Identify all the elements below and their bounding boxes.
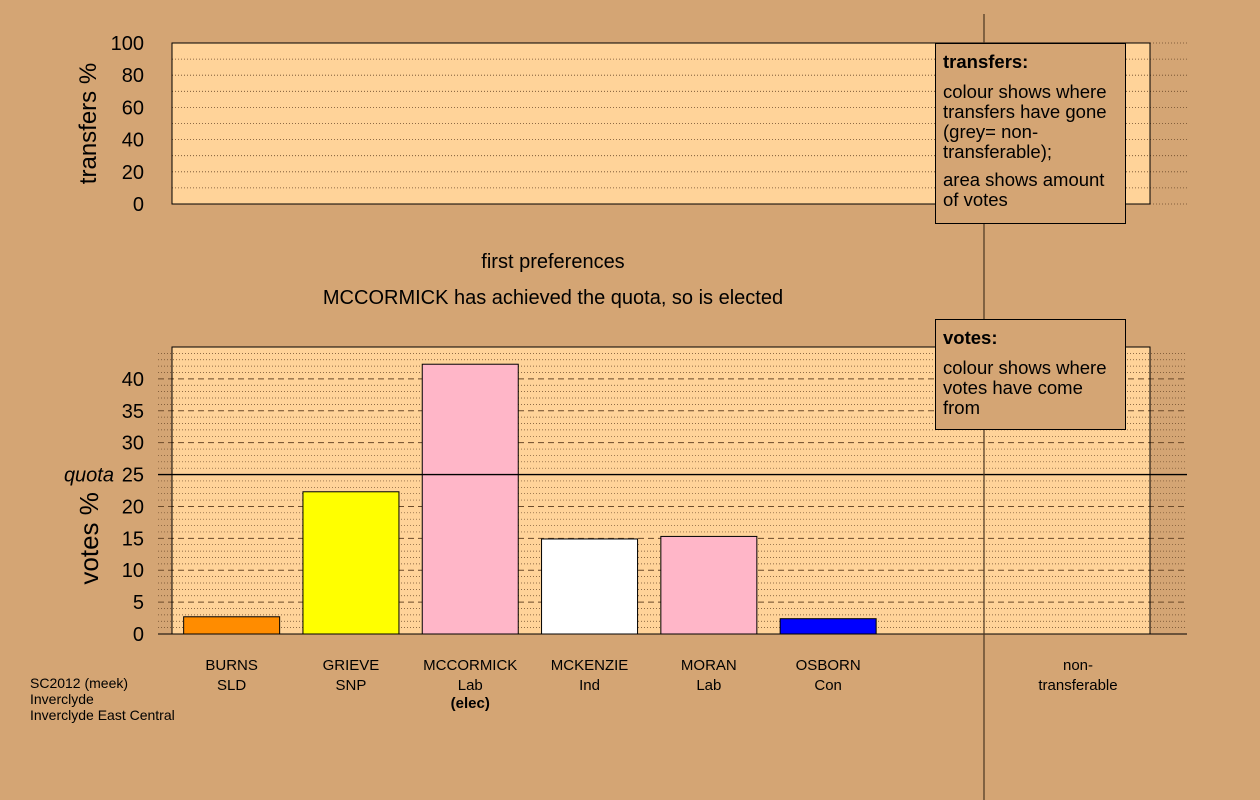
nontransferable-label: non- — [1063, 657, 1093, 674]
candidate-party-label: Con — [814, 677, 842, 694]
candidate-party-label: SLD — [217, 677, 246, 694]
candidate-name-label: OSBORN — [796, 657, 861, 674]
votes-y-tick-label: 30 — [122, 433, 144, 455]
candidate-party-label: SNP — [336, 677, 367, 694]
transfers-y-tick-label: 20 — [122, 162, 144, 184]
transfers-y-tick-label: 80 — [122, 65, 144, 87]
votes-y-tick-label: 0 — [133, 624, 144, 646]
votes-y-tick-label: 35 — [122, 401, 144, 423]
vote-bar — [302, 491, 400, 635]
transfers-y-tick-label: 0 — [133, 194, 144, 216]
votes-y-tick-label: 40 — [122, 369, 144, 391]
footer-ward: Inverclyde East Central — [30, 707, 175, 723]
vote-bar — [779, 618, 877, 635]
vote-bar — [421, 363, 519, 635]
votes-y-tick-label: 5 — [133, 592, 144, 614]
vote-bar — [183, 616, 281, 635]
transfers-legend: transfers: colour shows where transfers … — [935, 43, 1126, 224]
vote-bar — [660, 535, 758, 635]
footer-info: SC2012 (meek) Inverclyde Inverclyde East… — [30, 675, 175, 723]
transfers-legend-title: transfers: — [943, 51, 1029, 72]
transfers-y-axis-label: transfers % — [75, 63, 102, 184]
votes-legend-colour-text: colour shows where votes have come from — [943, 357, 1107, 418]
votes-y-tick-label: 25 — [122, 465, 144, 487]
quota-label: quota — [64, 465, 114, 487]
votes-y-tick-label: 10 — [122, 560, 144, 582]
candidate-name-label: MORAN — [681, 657, 737, 674]
nontransferable-label: transferable — [1038, 677, 1117, 694]
transfers-y-tick-label: 40 — [122, 130, 144, 152]
candidate-party-label: Ind — [579, 677, 600, 694]
transfers-plot-frame — [171, 42, 1151, 205]
votes-legend-title: votes: — [943, 327, 998, 348]
votes-y-axis-label: votes % — [74, 492, 104, 585]
stage-title: first preferences — [481, 251, 624, 273]
votes-y-tick-label: 15 — [122, 528, 144, 550]
candidate-name-label: GRIEVE — [323, 657, 380, 674]
status-title: MCCORMICK has achieved the quota, so is … — [323, 287, 783, 309]
candidate-name-label: MCKENZIE — [551, 657, 629, 674]
candidate-name-label: BURNS — [205, 657, 258, 674]
transfers-y-tick-label: 60 — [122, 97, 144, 119]
footer-election: SC2012 (meek) — [30, 675, 129, 691]
transfers-legend-colour-text: colour shows where transfers have gone (… — [943, 81, 1107, 162]
votes-legend: votes: colour shows where votes have com… — [935, 319, 1126, 430]
candidate-party-label: Lab — [696, 677, 721, 694]
candidate-name-label: MCCORMICK — [423, 657, 517, 674]
candidate-elected-label: (elec) — [451, 695, 490, 712]
vote-bar — [541, 538, 639, 635]
transfers-y-tick-label: 100 — [111, 33, 144, 55]
votes-y-tick-label: 20 — [122, 496, 144, 518]
transfers-legend-area-text: area shows amount of votes — [943, 169, 1105, 210]
footer-council: Inverclyde — [30, 691, 94, 707]
candidate-party-label: Lab — [458, 677, 483, 694]
